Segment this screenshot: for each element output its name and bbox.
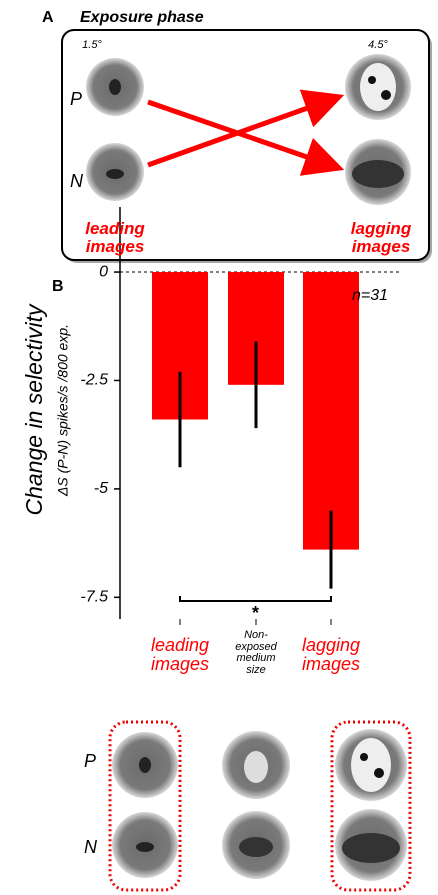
stimulus <box>335 809 407 881</box>
stimulus <box>335 729 407 801</box>
y-tick-label: -2.5 <box>80 372 108 389</box>
stimulus <box>112 732 178 798</box>
size-label: 1.5° <box>82 39 102 51</box>
stimulus <box>345 139 411 205</box>
row-label: P <box>70 89 82 109</box>
x-tick-label: lagging images <box>301 635 361 674</box>
panel-title: Exposure phase <box>80 9 204 26</box>
y-axis-label: Change in selectivity <box>21 303 47 515</box>
chart: B Change in selectivity ΔS (P-N) spikes/s … <box>21 207 400 625</box>
y-axis-sublabel: ΔS (P-N) spikes/s /800 exp. <box>55 324 71 497</box>
panel-label: B <box>52 278 64 295</box>
stimulus <box>222 811 290 879</box>
x-tick-label: Non-exposed medium size <box>235 629 277 676</box>
exposure-box <box>61 29 430 261</box>
lagging-caption: lagging images <box>350 219 412 256</box>
size-label: 4.5° <box>368 39 388 51</box>
stimulus <box>86 58 144 116</box>
lagging-box <box>330 720 412 892</box>
row-label: N <box>84 837 98 857</box>
significance-label: * <box>252 603 259 623</box>
y-tick-label: 0 <box>99 263 108 280</box>
bar <box>303 272 359 550</box>
y-tick-label: -7.5 <box>80 589 108 606</box>
y-tick-label: -5 <box>94 480 108 497</box>
row-label: P <box>84 751 96 771</box>
leading-box <box>108 720 182 892</box>
significance-bracket <box>179 596 332 602</box>
row-label: N <box>70 171 84 191</box>
stimulus <box>86 143 144 201</box>
x-tick-label: leading images <box>150 635 210 674</box>
leading-caption: leading images <box>85 219 145 256</box>
annotation: n=31 <box>352 287 388 304</box>
stimulus <box>345 54 411 120</box>
panel-label: A <box>42 9 54 26</box>
swap-arrow <box>147 89 345 168</box>
stimulus <box>222 731 290 799</box>
stimulus <box>112 812 178 878</box>
